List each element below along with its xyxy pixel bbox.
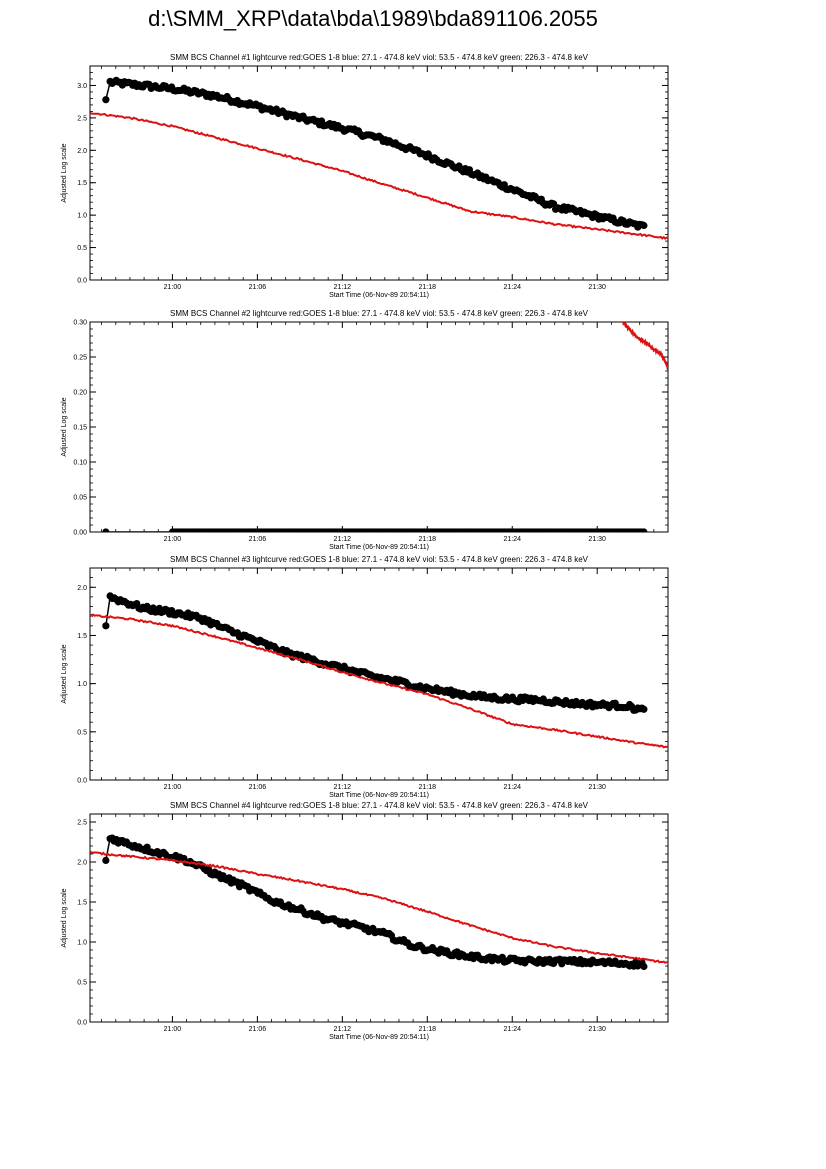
chart-3-svg: SMM BCS Channel #3 lightcurve red:GOES 1… [61, 555, 669, 799]
x-tick-label: 21:06 [249, 784, 267, 791]
y-tick-label: 0.20 [73, 390, 87, 397]
x-tick-label: 21:06 [249, 536, 267, 543]
chart-title: SMM BCS Channel #2 lightcurve red:GOES 1… [170, 309, 589, 318]
y-tick-label: 2.0 [77, 585, 87, 592]
data-point [640, 962, 648, 971]
plot-frame [89, 813, 669, 1023]
x-tick-label: 21:30 [588, 536, 606, 543]
plot-area [90, 834, 668, 971]
y-tick-label: 2.0 [77, 860, 87, 867]
chart-1-svg: SMM BCS Channel #1 lightcurve red:GOES 1… [61, 53, 669, 299]
y-tick-label: 1.0 [77, 681, 87, 688]
y-tick-label: 0.05 [73, 495, 87, 502]
y-tick-label: 0.10 [73, 460, 87, 467]
y-tick-label: 1.0 [77, 213, 87, 220]
x-tick-label: 21:06 [249, 284, 267, 291]
data-point [102, 96, 110, 104]
chart-title: SMM BCS Channel #3 lightcurve red:GOES 1… [170, 555, 589, 564]
x-tick-label: 21:18 [419, 536, 437, 543]
y-tick-label: 0.25 [73, 355, 87, 362]
x-tick-label: 21:12 [334, 784, 352, 791]
y-axis-label: Adjusted Log scale [61, 397, 68, 456]
chart-panel-4: SMM BCS Channel #4 lightcurve red:GOES 1… [40, 792, 680, 1042]
y-tick-label: 0.00 [73, 530, 87, 537]
y-tick-label: 1.5 [77, 900, 87, 907]
data-point [102, 622, 110, 630]
y-tick-label: 0.0 [77, 1020, 87, 1027]
chart-panel-3: SMM BCS Channel #3 lightcurve red:GOES 1… [40, 546, 680, 800]
series-segment [105, 596, 111, 626]
x-tick-label: 21:12 [334, 1026, 352, 1033]
y-axis-label: Adjusted Log scale [61, 888, 68, 947]
x-tick-label: 21:24 [503, 536, 521, 543]
y-axis-label: Adjusted Log scale [61, 143, 68, 202]
plot-area [102, 322, 668, 532]
x-tick-label: 21:30 [588, 1026, 606, 1033]
y-tick-label: 1.5 [77, 633, 87, 640]
x-tick-label: 21:18 [419, 784, 437, 791]
x-axis-label: Start Time (06-Nov-89 20:54:11) [329, 792, 429, 799]
x-tick-label: 21:24 [503, 784, 521, 791]
page-title: d:\SMM_XRP\data\bda\1989\bda891106.2055 [148, 6, 598, 31]
goes-red-series-line [90, 613, 668, 749]
goes-red-series-line [90, 851, 668, 964]
plot-area [90, 76, 668, 240]
y-tick-label: 0.5 [77, 980, 87, 987]
x-tick-label: 21:00 [164, 1026, 182, 1033]
x-axis-label: Start Time (06-Nov-89 20:54:11) [329, 544, 429, 551]
x-tick-label: 21:18 [419, 284, 437, 291]
y-tick-label: 2.0 [77, 148, 87, 155]
x-tick-label: 21:24 [503, 284, 521, 291]
goes-red-series-line [621, 322, 668, 371]
x-tick-label: 21:06 [249, 1026, 267, 1033]
goes-red-series-line [90, 112, 668, 240]
data-point [102, 856, 110, 864]
x-tick-label: 21:00 [164, 284, 182, 291]
y-tick-label: 0.0 [77, 278, 87, 285]
y-tick-label: 0.5 [77, 729, 87, 736]
x-tick-label: 21:24 [503, 1026, 521, 1033]
x-axis-label: Start Time (06-Nov-89 20:54:11) [329, 1034, 429, 1041]
chart-4-svg: SMM BCS Channel #4 lightcurve red:GOES 1… [61, 801, 669, 1041]
x-tick-label: 21:18 [419, 1026, 437, 1033]
chart-title: SMM BCS Channel #1 lightcurve red:GOES 1… [170, 53, 589, 62]
data-point [640, 528, 648, 532]
data-point [640, 705, 648, 713]
y-tick-label: 3.0 [77, 83, 87, 90]
y-tick-label: 0.0 [77, 778, 87, 785]
plot-frame [89, 65, 669, 281]
data-point [102, 528, 110, 532]
x-tick-label: 21:00 [164, 784, 182, 791]
y-tick-label: 0.15 [73, 425, 87, 432]
data-point [640, 221, 648, 230]
plot-frame [89, 321, 669, 533]
y-tick-label: 2.5 [77, 820, 87, 827]
x-tick-label: 21:12 [334, 284, 352, 291]
y-tick-label: 0.5 [77, 245, 87, 252]
plot-area [90, 592, 668, 749]
x-tick-label: 21:30 [588, 784, 606, 791]
x-tick-label: 21:00 [164, 536, 182, 543]
x-tick-label: 21:30 [588, 284, 606, 291]
chart-panel-1: SMM BCS Channel #1 lightcurve red:GOES 1… [40, 44, 680, 300]
y-tick-label: 0.30 [73, 320, 87, 327]
y-axis-label: Adjusted Log scale [61, 644, 68, 703]
y-tick-label: 2.5 [77, 115, 87, 122]
chart-panel-2: SMM BCS Channel #2 lightcurve red:GOES 1… [40, 300, 680, 552]
y-tick-label: 1.0 [77, 940, 87, 947]
x-axis-label: Start Time (06-Nov-89 20:54:11) [329, 292, 429, 299]
x-tick-label: 21:12 [334, 536, 352, 543]
y-tick-label: 1.5 [77, 180, 87, 187]
chart-2-svg: SMM BCS Channel #2 lightcurve red:GOES 1… [61, 309, 669, 551]
chart-title: SMM BCS Channel #4 lightcurve red:GOES 1… [170, 801, 589, 810]
